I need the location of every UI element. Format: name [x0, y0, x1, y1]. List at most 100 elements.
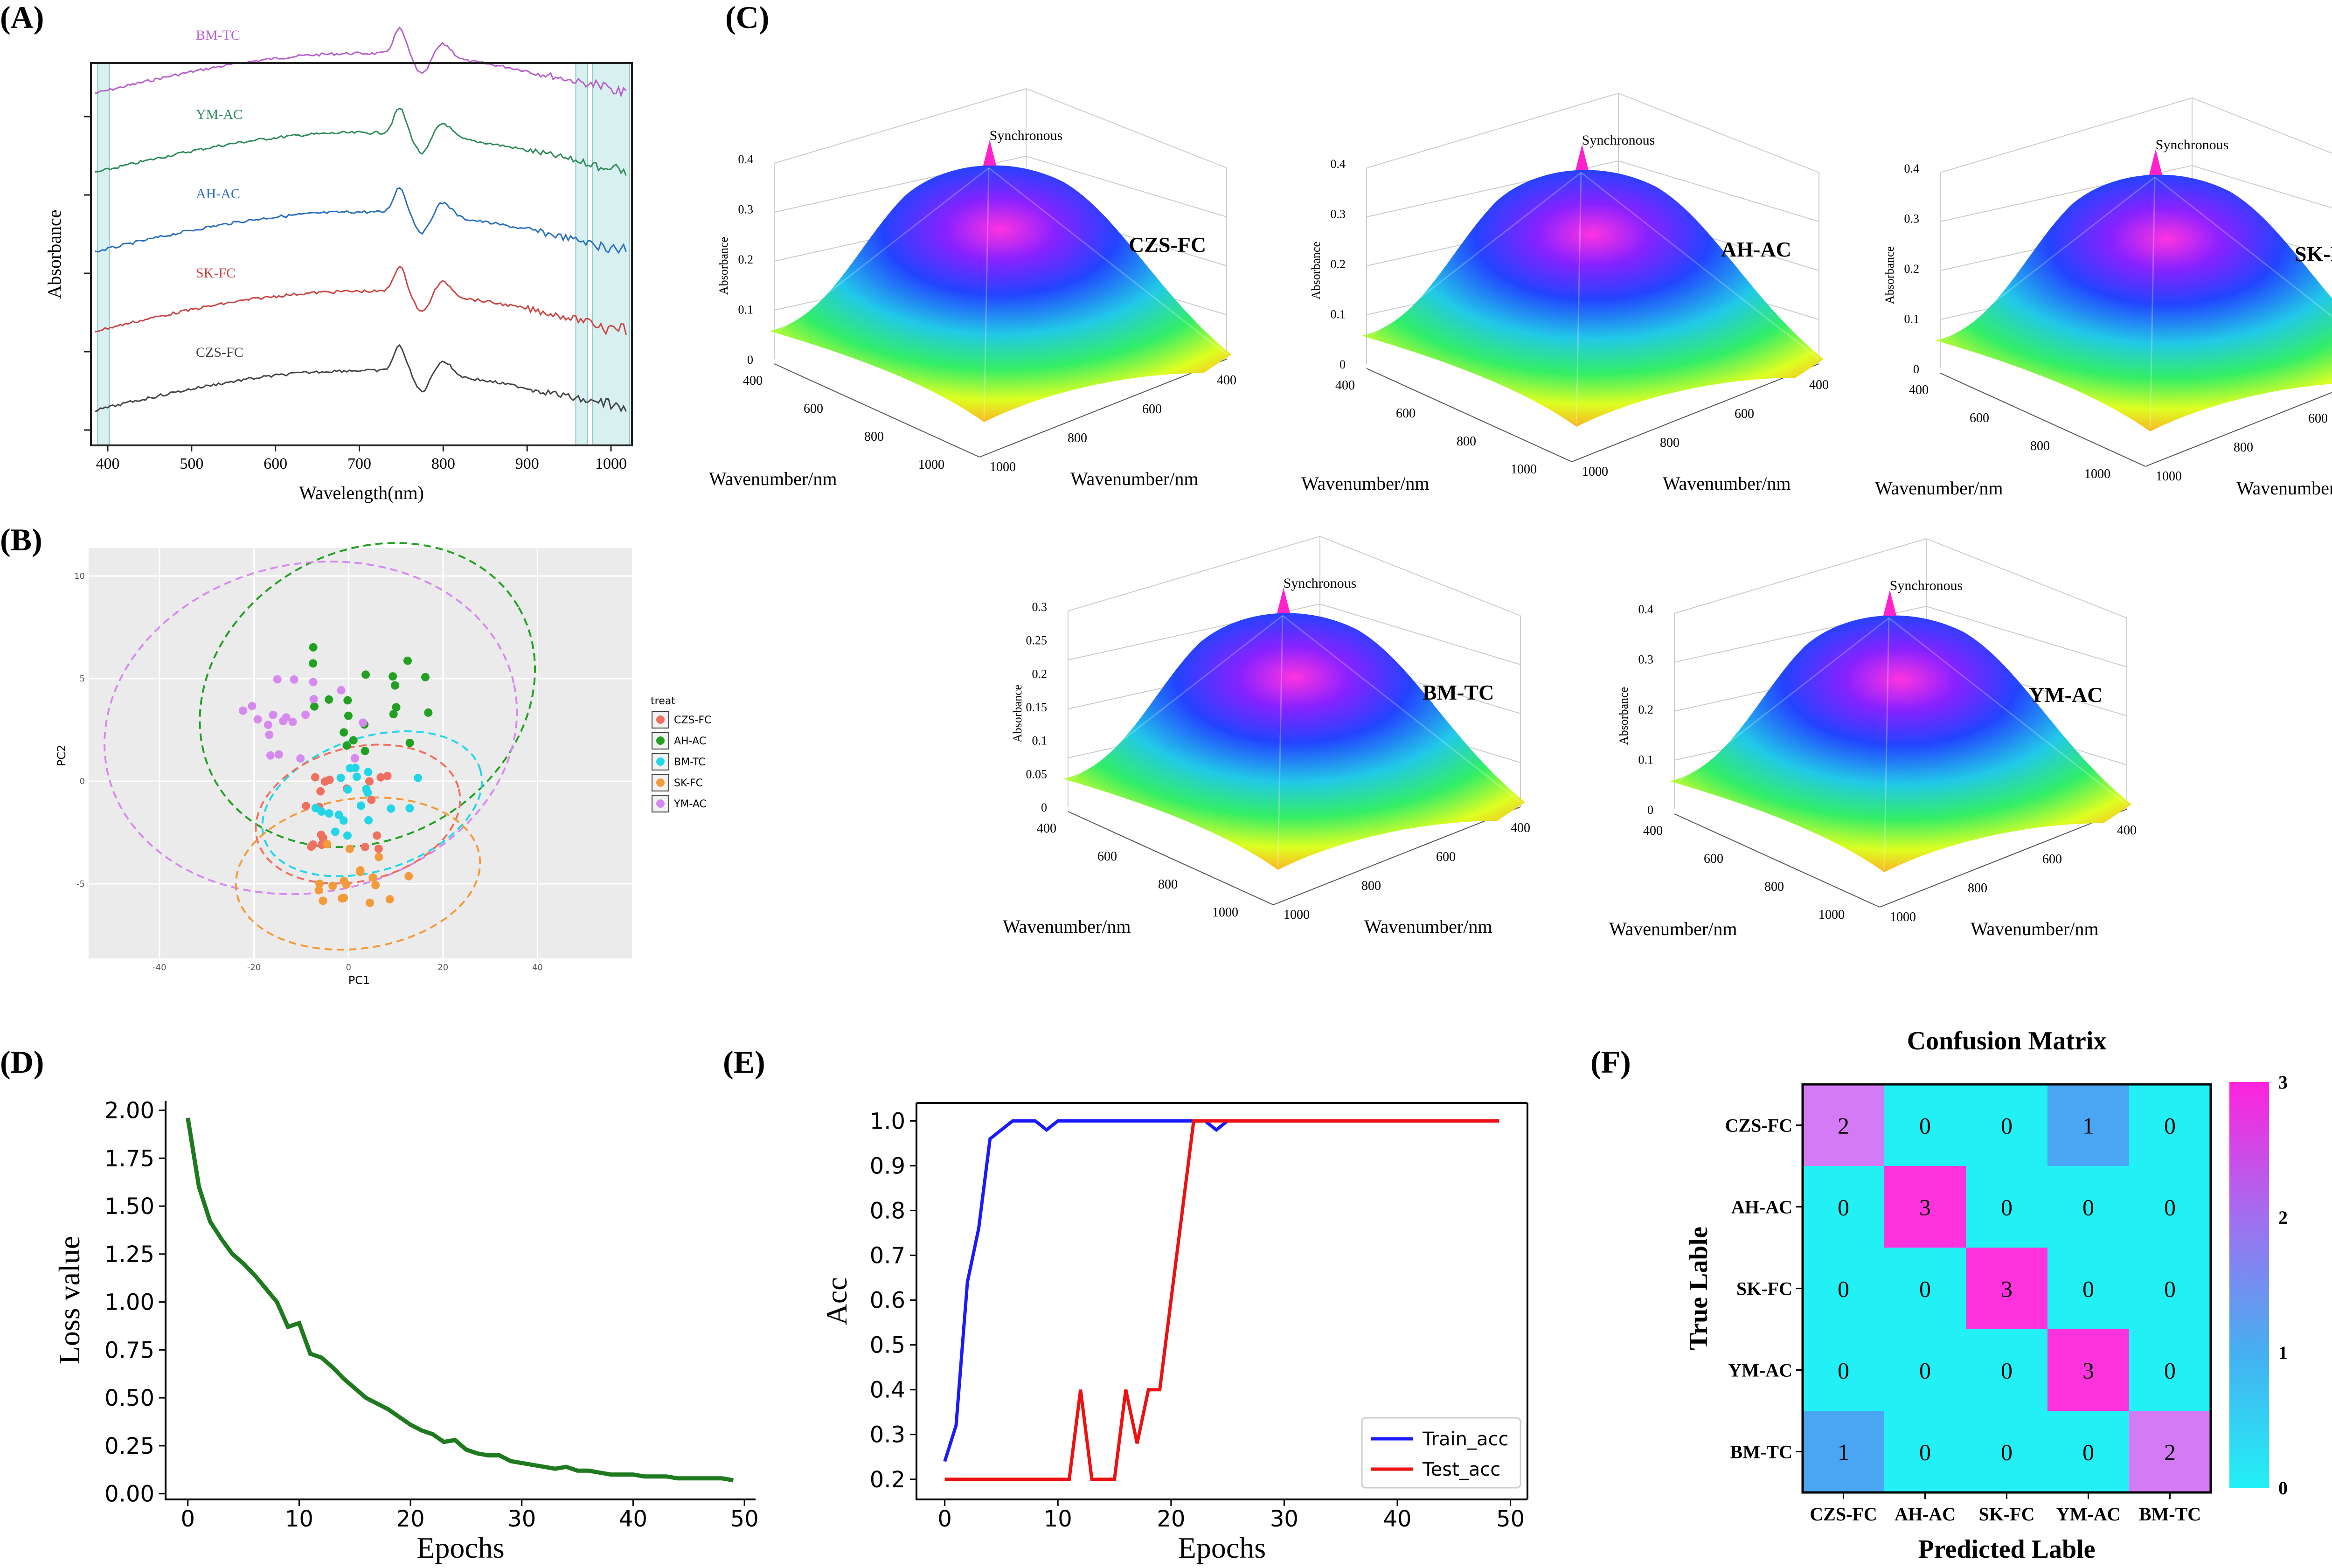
matrix-cell: [1884, 1084, 1966, 1166]
point-bm-tc: [343, 831, 352, 840]
cell-value: 0: [2001, 1194, 2013, 1221]
point-bm-tc: [325, 809, 333, 818]
series-label: SK-FC: [196, 265, 236, 281]
surface-ridge: [983, 167, 990, 420]
highlight-band: [592, 62, 630, 446]
legend-label: SK-FC: [674, 777, 703, 789]
point-czs-fc: [302, 802, 311, 811]
y-tick-label: 800: [1361, 879, 1381, 893]
surface-ridge: [778, 167, 989, 332]
floor-edge-right: [2145, 392, 2332, 467]
cell-value: 0: [2082, 1439, 2094, 1465]
spectra-lines: BM-TC YM-AC AH-AC SK-FC CZS-FC: [95, 26, 627, 413]
x-tick-label: 1000: [1212, 905, 1238, 920]
matrix-cell: [2129, 1166, 2211, 1248]
x-tick-label: 600: [264, 455, 287, 472]
z-axis-label: Absorbance: [1617, 687, 1631, 745]
loss-plot: 0 10 20 30 40 50 0.00 0.25 0.50 0.75 1.00 1.25 1.50 1…: [53, 1098, 759, 1564]
surface-ridge: [1679, 617, 1889, 782]
legend-label: Test_acc: [1422, 1459, 1500, 1480]
absorbance-surface: [1362, 170, 1824, 427]
z-axis-label: Absorbance: [1309, 242, 1323, 299]
point-ah-ac: [403, 656, 412, 665]
z-tick-label: 0.4: [1904, 162, 1920, 175]
z-tick-label: 0.3: [1032, 600, 1048, 614]
y-tick-label: 600: [1142, 402, 1162, 416]
series-line-train_acc: [943, 1119, 1499, 1462]
y-tick-label: 600: [2042, 852, 2062, 867]
x-tick-label: 800: [1457, 434, 1476, 449]
point-bm-tc: [317, 807, 326, 816]
cell-value: 0: [1838, 1194, 1849, 1221]
x-tick-label: 0: [346, 963, 351, 972]
x-tick-label: 400: [1037, 821, 1056, 836]
z-tick-label: 0: [1340, 358, 1346, 371]
series-label: BM-TC: [196, 28, 240, 43]
point-ah-ac: [405, 738, 414, 747]
cell-value: 0: [2164, 1194, 2176, 1221]
surface-bm-tc: Synchronous BM-TC 0 0.05 0.1 0.15 0.2 0.25 0.3 Ab…: [1003, 535, 1530, 937]
point-bm-tc: [414, 773, 423, 782]
x-tick-label: 10: [1044, 1506, 1072, 1532]
point-ym-ac: [266, 751, 275, 760]
point-ah-ac: [349, 736, 358, 745]
matrix-cell: [1884, 1166, 1966, 1248]
point-czs-fc: [365, 777, 374, 786]
surface-czs-fc: Synchronous CZS-FC 0 0.1 0.2 0.3 0.4 Absorbance…: [709, 88, 1236, 489]
y-tick-label: 800: [1660, 436, 1680, 450]
point-ym-ac: [265, 730, 274, 739]
cell-value: 2: [1838, 1113, 1849, 1139]
x-tick-label: 800: [2030, 439, 2050, 453]
point-ah-ac: [424, 708, 433, 717]
y-axis-label: PC2: [55, 745, 68, 767]
matrix-cell: [1966, 1248, 2047, 1329]
surface-ridge: [1277, 615, 1284, 868]
point-bm-tc: [336, 773, 345, 782]
point-czs-fc: [311, 773, 319, 782]
panel-f: (F) Confusion Matrix 2 0 0 1 0 0 3 0 0 0 0 0 3 0 0 0 0 0 3 0…: [1590, 1027, 2288, 1564]
legend-marker: [656, 736, 665, 745]
x-tick-label: 30: [507, 1506, 536, 1532]
row-label: YM-AC: [1728, 1360, 1792, 1381]
cell-value: 1: [1838, 1439, 1849, 1465]
point-bm-tc: [364, 816, 373, 825]
z-tick-label: 0.25: [1026, 634, 1048, 647]
matrix-cell: [1966, 1329, 2047, 1411]
point-czs-fc: [317, 830, 326, 839]
y-tick-label: 0.7: [870, 1243, 905, 1269]
legend-label: YM-AC: [673, 798, 707, 810]
y-tick-label: 10: [74, 571, 85, 581]
point-bm-tc: [339, 816, 348, 825]
y-tick-label: 1000: [2156, 469, 2182, 484]
box-grid-line: [1926, 606, 2127, 667]
x-axis-label: Wavenumber/nm: [1003, 916, 1131, 937]
surface-ridge: [1888, 617, 2127, 805]
z-tick-label: 0.4: [738, 153, 754, 166]
cell-value: 0: [2001, 1113, 2013, 1139]
cell-value: 0: [2001, 1358, 2013, 1384]
surface-peak: [1277, 588, 1290, 613]
x-tick-label: 800: [431, 455, 455, 472]
cell-value: 3: [1919, 1194, 1931, 1221]
x-axis-label: PC1: [348, 974, 370, 987]
surface-name: BM-TC: [1423, 680, 1494, 704]
y-axis-label: Wavenumber/nm: [1971, 918, 2098, 939]
x-tick-label: 400: [1335, 378, 1355, 393]
scatter-points: [238, 643, 433, 907]
panel-c-label: (C): [725, 0, 769, 35]
x-tick-label: -40: [153, 963, 166, 972]
point-sk-fc: [368, 873, 377, 882]
y-axis-label: Wavenumber/nm: [2236, 478, 2332, 499]
axes-frame: [916, 1103, 1527, 1500]
y-tick-label: 0.25: [104, 1433, 154, 1459]
legend-marker: [656, 715, 665, 724]
point-ah-ac: [389, 672, 397, 681]
y-tick-label: 0.8: [870, 1198, 905, 1224]
x-tick-label: 600: [1097, 849, 1117, 864]
point-ym-ac: [309, 695, 318, 704]
y-axis-label: Acc: [820, 1277, 853, 1325]
point-sk-fc: [371, 881, 380, 889]
y-axis-label: Wavenumber/nm: [1070, 468, 1198, 489]
z-tick-label: 0.05: [1026, 767, 1048, 781]
